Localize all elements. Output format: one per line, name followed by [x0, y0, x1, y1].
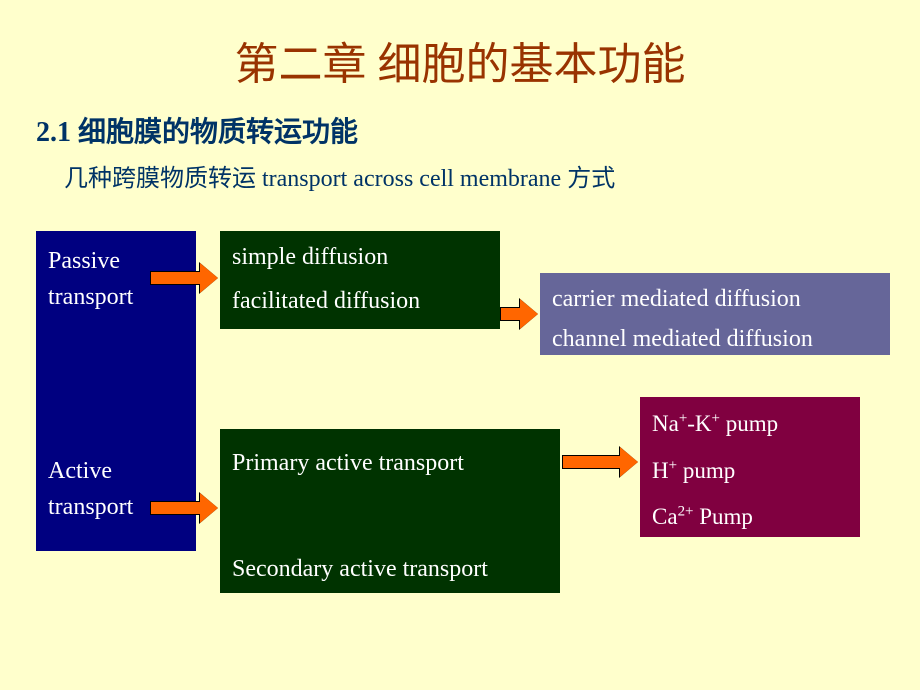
section-heading: 2.1 细胞膜的物质转运功能 — [0, 110, 920, 150]
box-facilitated-types: carrier mediated diffusion channel media… — [540, 273, 890, 355]
arrow-transport_root-to-passive_types — [150, 263, 218, 293]
box-active-types: Primary active transport Secondary activ… — [220, 429, 560, 593]
arrow-transport_root-to-active_types — [150, 493, 218, 523]
slide-title: 第二章 细胞的基本功能 — [0, 0, 920, 92]
channel-mediated-label: channel mediated diffusion — [552, 321, 878, 357]
na-k-pump-label: Na+-K+ pump — [652, 407, 848, 442]
box-primary-pumps: Na+-K+ pump H+ pump Ca2+ Pump — [640, 397, 860, 537]
simple-diffusion-label: simple diffusion — [232, 239, 488, 275]
arrow-passive_types-to-facilitated_types — [500, 299, 538, 329]
arrow-active_types-to-primary_pumps — [562, 447, 638, 477]
section-subtitle: 几种跨膜物质转运 transport across cell membrane … — [0, 158, 920, 193]
ca-pump-label: Ca2+ Pump — [652, 500, 848, 535]
carrier-mediated-label: carrier mediated diffusion — [552, 281, 878, 317]
primary-active-label: Primary active transport — [232, 445, 548, 481]
secondary-active-label: Secondary active transport — [232, 551, 548, 587]
transport-diagram: Passive transport Active transport simpl… — [0, 213, 920, 653]
facilitated-diffusion-label: facilitated diffusion — [232, 283, 488, 319]
h-pump-label: H+ pump — [652, 454, 848, 489]
box-passive-types: simple diffusion facilitated diffusion — [220, 231, 500, 329]
